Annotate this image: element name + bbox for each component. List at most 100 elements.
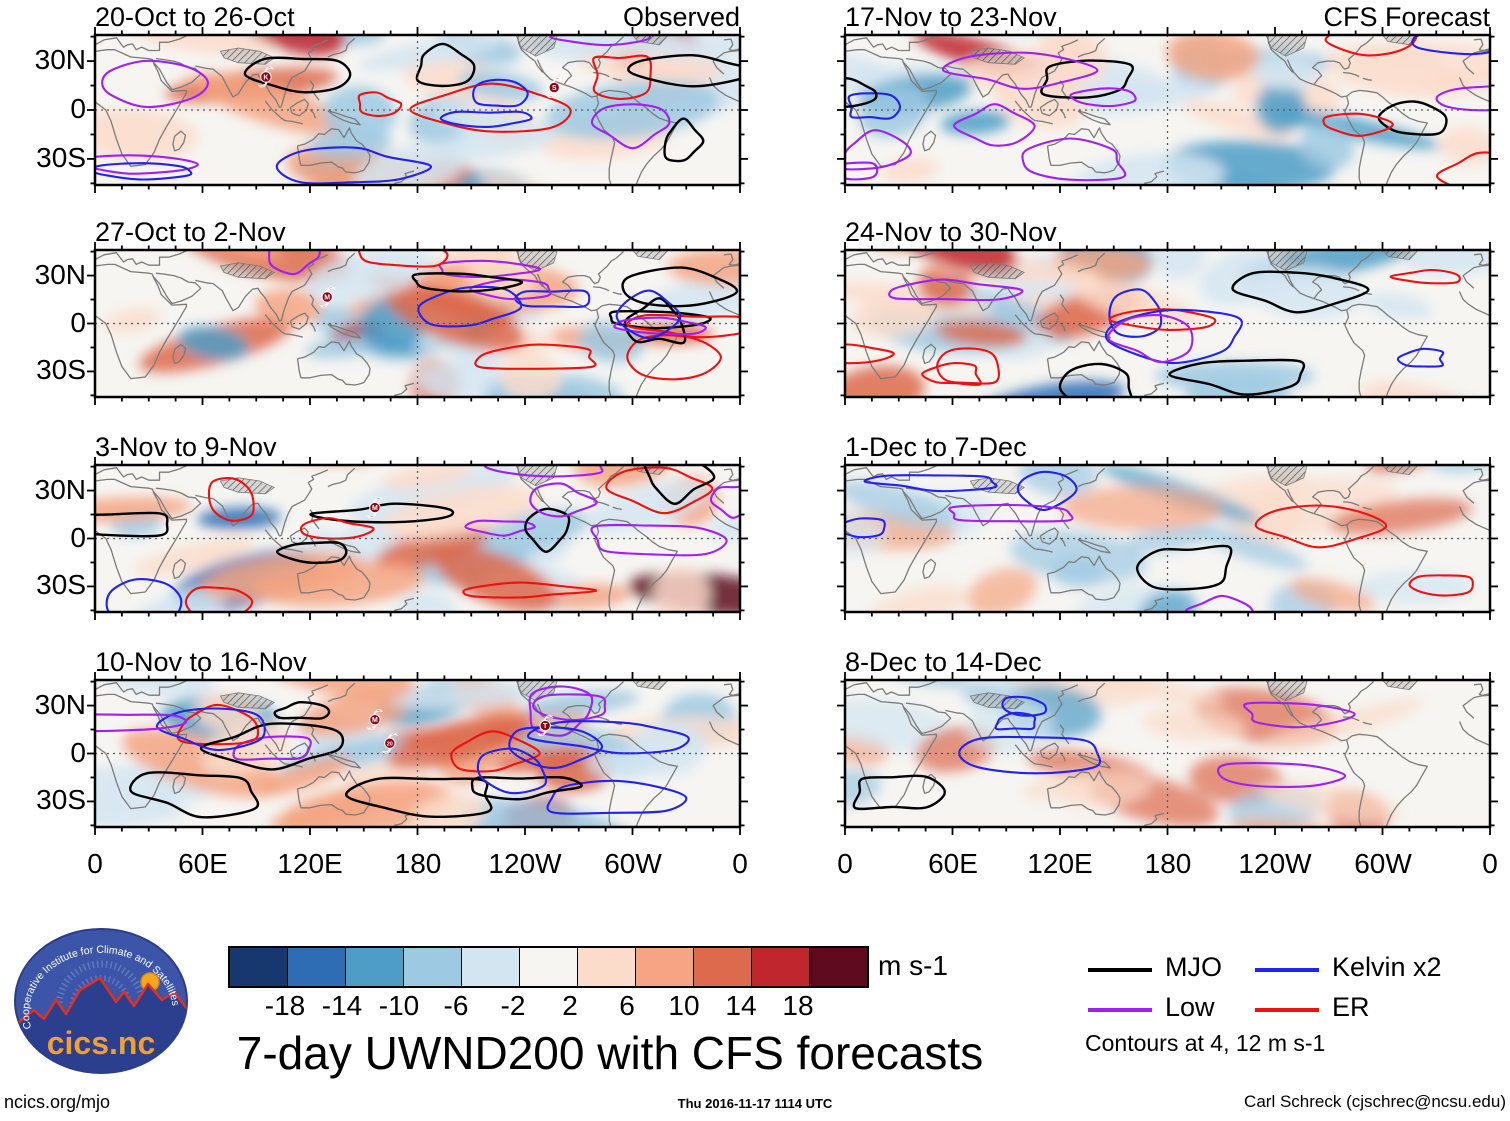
anomaly-field xyxy=(845,465,1490,612)
colorbar-segment xyxy=(461,948,519,986)
tropical-cyclone-icon: M xyxy=(366,709,384,731)
legend-line-kelvin-x2 xyxy=(1255,968,1319,972)
topography-hatch xyxy=(969,262,1026,280)
footer-timestamp: Thu 2016-11-17 1114 UTC xyxy=(677,1096,833,1111)
y-axis-label: 30N xyxy=(34,44,86,75)
svg-text:M: M xyxy=(324,294,330,301)
x-axis-label: 60W xyxy=(604,848,662,879)
tropical-cyclone-icon: K xyxy=(257,66,275,88)
x-axis-label: 0 xyxy=(87,848,103,879)
wave-contours xyxy=(95,465,740,612)
legend-line-er xyxy=(1255,1008,1319,1012)
x-axis-label: 0 xyxy=(1482,848,1498,879)
svg-text:20: 20 xyxy=(387,742,393,748)
y-axis-label: 30N xyxy=(34,474,86,505)
axis-ticks xyxy=(87,672,748,835)
contours-note: Contours at 4, 12 m s-1 xyxy=(1085,1030,1326,1056)
x-axis-label: 180 xyxy=(394,848,442,879)
panel-date-range: 20-Oct to 26-Oct xyxy=(95,2,295,32)
x-axis-label: 120W xyxy=(488,848,562,879)
footer-site-link[interactable]: ncics.org/mjo xyxy=(4,1092,111,1112)
topography-hatch xyxy=(219,692,276,710)
legend-line-low xyxy=(1088,1008,1152,1012)
legend-label-kelvin-x2: Kelvin x2 xyxy=(1332,952,1442,982)
coastlines xyxy=(844,34,1491,186)
panel-date-range: 3-Nov to 9-Nov xyxy=(95,432,277,462)
wave-contours xyxy=(268,250,740,381)
svg-text:M: M xyxy=(372,717,378,724)
svg-text:T: T xyxy=(543,723,548,730)
map-20-oct-to-26-oct: KS xyxy=(87,27,748,193)
x-axis-label: 120E xyxy=(1027,848,1093,879)
panel-date-range: 10-Nov to 16-Nov xyxy=(95,647,307,677)
colorbar-segment xyxy=(693,948,751,986)
x-axis-label: 180 xyxy=(1144,848,1192,879)
x-axis-label: 60E xyxy=(178,848,228,879)
panel-date-range: 8-Dec to 14-Dec xyxy=(845,647,1042,677)
axis-ticks xyxy=(837,457,1498,620)
svg-text:S: S xyxy=(552,85,557,92)
logo-mountains-icon xyxy=(15,976,187,1073)
axis-ticks xyxy=(87,27,748,193)
y-axis-label: 30S xyxy=(36,142,86,173)
legend-label-er: ER xyxy=(1332,992,1370,1022)
x-axis-label: 120E xyxy=(277,848,343,879)
legend-line-mjo xyxy=(1088,968,1152,972)
svg-text:K: K xyxy=(263,74,268,81)
map-10-nov-to-16-nov: M 20 T xyxy=(87,672,748,835)
x-axis-label: 120W xyxy=(1238,848,1312,879)
colorbar xyxy=(228,946,869,988)
colorbar-segment xyxy=(809,948,867,986)
colorbar-tick-label: 18 xyxy=(782,990,814,1021)
colorbar-segment xyxy=(577,948,635,986)
wave-contours xyxy=(95,685,690,819)
colorbar-segment xyxy=(403,948,461,986)
y-axis-label: 0 xyxy=(70,737,86,768)
wave-contours xyxy=(845,35,1490,185)
logo-wordmark: cics.nc xyxy=(47,1025,156,1061)
y-axis-label: 30N xyxy=(34,689,86,720)
colorbar-tick-label: 14 xyxy=(725,990,757,1021)
colorbar-segment xyxy=(345,948,403,986)
map-27-oct-to-2-nov: M xyxy=(87,242,748,405)
colorbar-tick-label: 6 xyxy=(619,990,635,1021)
colorbar-segment xyxy=(635,948,693,986)
tropical-cyclone-icon: 20 xyxy=(381,732,399,754)
legend-label-mjo: MJO xyxy=(1165,952,1222,982)
axis-ticks xyxy=(837,27,1498,193)
coastlines xyxy=(94,34,741,186)
colorbar-segment xyxy=(230,948,287,986)
colorbar-tick-label: -14 xyxy=(321,990,363,1021)
axis-ticks xyxy=(837,672,1498,835)
colorbar-tick-label: -18 xyxy=(264,990,306,1021)
column-label: CFS Forecast xyxy=(1323,2,1490,32)
colorbar-segment xyxy=(287,948,345,986)
map-8-dec-to-14-dec xyxy=(837,672,1498,835)
y-axis-label: 30N xyxy=(34,259,86,290)
colorbar-segment xyxy=(751,948,809,986)
y-axis-label: 0 xyxy=(70,307,86,338)
tropical-cyclone-icon: M xyxy=(366,497,384,518)
axis-ticks xyxy=(87,457,748,620)
wave-contours xyxy=(852,695,1356,811)
y-axis-label: 0 xyxy=(70,522,86,553)
colorbar-units-label: m s-1 xyxy=(878,950,948,981)
x-axis-label: 60W xyxy=(1354,848,1412,879)
cicsnc-logo: cics.nc Cooperative Institute for Climat… xyxy=(14,928,188,1074)
map-1-dec-to-7-dec xyxy=(837,457,1498,620)
coastlines xyxy=(844,679,1491,828)
colorbar-tick-label: -2 xyxy=(500,990,526,1021)
map-17-nov-to-23-nov xyxy=(837,27,1498,193)
colorbar-tick-label: -6 xyxy=(443,990,469,1021)
x-axis-label: 0 xyxy=(732,848,748,879)
y-axis-label: 0 xyxy=(70,93,86,124)
anomaly-field xyxy=(845,680,1425,827)
y-axis-label: 30S xyxy=(36,784,86,815)
axis-ticks xyxy=(87,242,748,405)
colorbar-tick-label: 10 xyxy=(668,990,700,1021)
panel-date-range: 1-Dec to 7-Dec xyxy=(845,432,1027,462)
coastlines xyxy=(844,249,1491,398)
topography-hatch xyxy=(219,262,276,280)
tropical-cyclone-icon: T xyxy=(536,715,554,736)
